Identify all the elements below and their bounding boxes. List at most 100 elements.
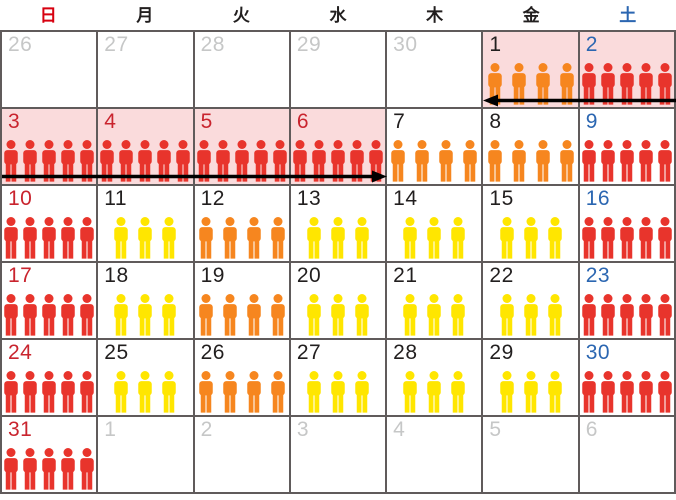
day-cell-prev-26: 26 bbox=[2, 32, 97, 107]
person-icon bbox=[620, 217, 634, 259]
day-number: 3 bbox=[8, 110, 21, 133]
person-icon bbox=[162, 217, 177, 259]
person-icon bbox=[270, 217, 285, 259]
crowd-icons bbox=[2, 217, 96, 259]
day-number: 30 bbox=[393, 33, 418, 56]
person-icon bbox=[355, 294, 369, 336]
person-icon bbox=[511, 63, 526, 105]
day-cell-10: 10 bbox=[2, 186, 97, 261]
person-icon bbox=[427, 217, 442, 259]
day-cell-next-3: 3 bbox=[290, 417, 386, 492]
day-cell-13: 13 bbox=[290, 186, 386, 261]
person-icon bbox=[215, 140, 230, 182]
person-icon bbox=[427, 294, 442, 336]
day-cell-2: 2 bbox=[579, 32, 674, 107]
crowd-icons bbox=[2, 371, 96, 413]
person-icon bbox=[307, 217, 321, 259]
person-icon bbox=[403, 217, 418, 259]
person-icon bbox=[547, 371, 562, 413]
crowd-icons bbox=[483, 140, 577, 182]
day-cell-next-5: 5 bbox=[483, 417, 578, 492]
weekday-label-2: 火 bbox=[232, 5, 250, 25]
day-number: 28 bbox=[393, 341, 418, 364]
day-cell-29: 29 bbox=[483, 340, 578, 415]
person-icon bbox=[331, 294, 345, 336]
crowd-icons bbox=[580, 294, 674, 336]
day-cell-30: 30 bbox=[579, 340, 674, 415]
day-number: 20 bbox=[296, 264, 322, 287]
person-icon bbox=[307, 294, 321, 336]
person-icon bbox=[658, 294, 672, 336]
day-number: 5 bbox=[489, 418, 502, 441]
weekday-label-5: 金 bbox=[522, 5, 540, 25]
day-number: 8 bbox=[489, 110, 502, 133]
day-cell-18: 18 bbox=[98, 263, 193, 338]
crowd-icons bbox=[580, 140, 674, 182]
person-icon bbox=[42, 140, 56, 182]
crowd-icons bbox=[98, 294, 192, 336]
person-icon bbox=[307, 371, 321, 413]
crowd-icons bbox=[483, 371, 577, 413]
crowd-icons bbox=[387, 140, 481, 182]
person-icon bbox=[658, 140, 672, 182]
person-icon bbox=[80, 140, 94, 182]
person-icon bbox=[138, 371, 153, 413]
person-icon bbox=[658, 63, 672, 105]
crowd-icons bbox=[98, 140, 192, 182]
crowd-icons bbox=[483, 294, 577, 336]
day-cell-6: 6 bbox=[290, 109, 386, 184]
day-cell-next-6: 6 bbox=[579, 417, 674, 492]
weekday-label-3: 水 bbox=[329, 5, 347, 25]
day-number: 21 bbox=[393, 264, 418, 287]
person-icon bbox=[559, 140, 574, 182]
person-icon bbox=[463, 140, 478, 182]
day-cell-27: 27 bbox=[290, 340, 386, 415]
person-icon bbox=[547, 294, 562, 336]
person-icon bbox=[331, 140, 345, 182]
crowd-icons bbox=[483, 63, 577, 105]
day-number: 19 bbox=[200, 264, 225, 287]
person-icon bbox=[42, 371, 56, 413]
person-icon bbox=[601, 63, 615, 105]
day-cell-8: 8 bbox=[483, 109, 578, 184]
weekday-label-6: 土 bbox=[619, 5, 637, 25]
person-icon bbox=[272, 140, 287, 182]
person-icon bbox=[499, 217, 514, 259]
person-icon bbox=[23, 448, 37, 490]
person-icon bbox=[582, 371, 596, 413]
crowd-icons bbox=[195, 294, 289, 336]
person-icon bbox=[176, 140, 191, 182]
person-icon bbox=[138, 217, 153, 259]
day-number: 31 bbox=[8, 418, 33, 441]
person-icon bbox=[222, 371, 237, 413]
crowd-icons bbox=[2, 140, 96, 182]
person-icon bbox=[42, 448, 56, 490]
crowd-icons bbox=[291, 140, 385, 182]
day-number: 23 bbox=[585, 264, 611, 287]
person-icon bbox=[42, 217, 56, 259]
person-icon bbox=[234, 140, 249, 182]
crowd-icons bbox=[291, 371, 385, 413]
person-icon bbox=[427, 371, 442, 413]
person-icon bbox=[620, 371, 634, 413]
calendar-grid: 26 27 28 29 30 1 2 3 4 5 6 7 8 9 10 11 12 13 14 15 16 17 18 19 2… bbox=[0, 30, 676, 494]
person-icon bbox=[639, 140, 653, 182]
day-cell-24: 24 bbox=[2, 340, 97, 415]
person-icon bbox=[601, 294, 615, 336]
day-number: 1 bbox=[489, 33, 502, 56]
person-icon bbox=[246, 217, 261, 259]
person-icon bbox=[222, 294, 237, 336]
day-number: 25 bbox=[104, 341, 129, 364]
person-icon bbox=[451, 217, 466, 259]
person-icon bbox=[639, 217, 653, 259]
person-icon bbox=[80, 371, 94, 413]
person-icon bbox=[293, 140, 307, 182]
person-icon bbox=[535, 63, 550, 105]
weekday-label-4: 木 bbox=[426, 5, 444, 25]
day-cell-21: 21 bbox=[387, 263, 482, 338]
person-icon bbox=[639, 294, 653, 336]
person-icon bbox=[162, 371, 177, 413]
person-icon bbox=[114, 294, 129, 336]
day-number: 4 bbox=[393, 418, 406, 441]
day-cell-prev-30: 30 bbox=[387, 32, 482, 107]
